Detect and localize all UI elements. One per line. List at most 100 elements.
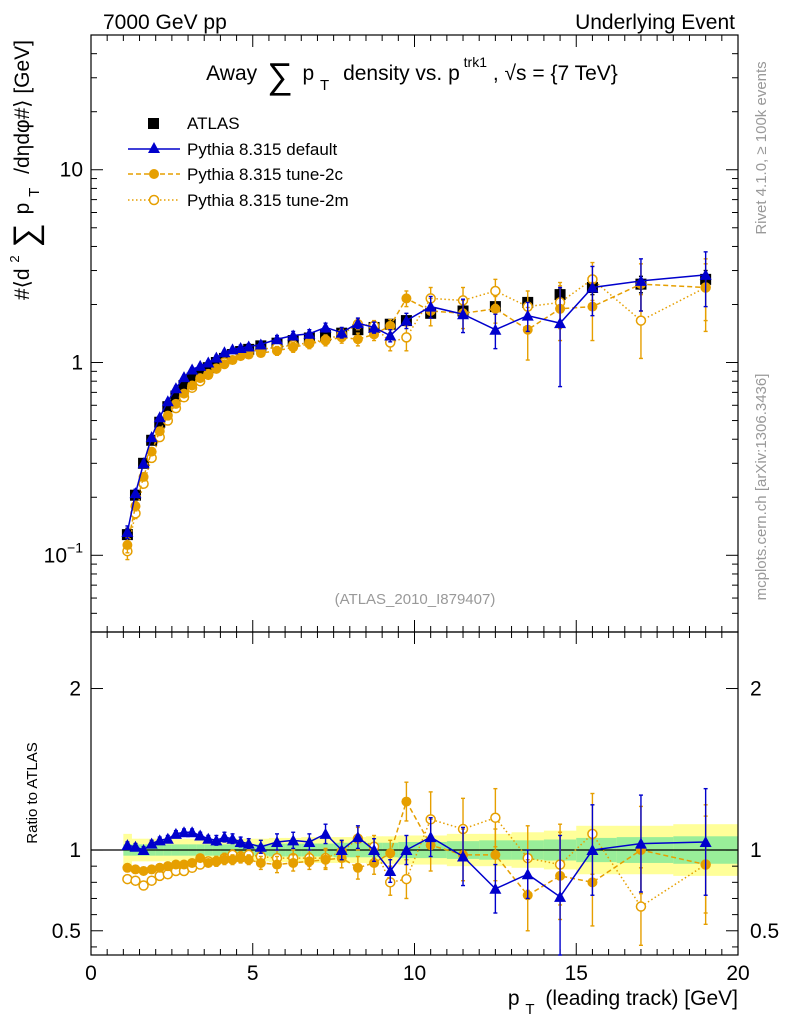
data-point-default bbox=[424, 300, 437, 312]
data-point-default bbox=[287, 834, 300, 846]
data-point-tune2c bbox=[219, 359, 230, 370]
data-point-tune2c bbox=[211, 363, 222, 374]
main-panel: Away ∑ p T density vs. p trk1 , √s = {7 … bbox=[7, 34, 739, 633]
data-point-tune2m bbox=[635, 901, 647, 912]
x-tick-labels: 0 5 10 15 20 bbox=[85, 962, 750, 985]
ratio-y-tick-label-right: 0.5 bbox=[750, 920, 779, 943]
data-point-default bbox=[178, 371, 191, 383]
data-point-tune2c bbox=[385, 848, 396, 859]
main-y-tick-label: 10 bbox=[60, 159, 83, 182]
data-point-default bbox=[137, 844, 150, 856]
data-point-default bbox=[368, 321, 381, 333]
data-point-default bbox=[303, 327, 316, 339]
legend-label-tune2m: Pythia 8.315 tune-2m bbox=[187, 191, 349, 210]
legend-entry-default: Pythia 8.315 default bbox=[128, 140, 338, 159]
data-point-default bbox=[457, 308, 470, 320]
data-point-tune2c bbox=[162, 410, 173, 421]
data-point-default bbox=[254, 840, 267, 852]
data-point-tune2c bbox=[154, 862, 165, 873]
x-tick-label: 10 bbox=[403, 962, 426, 985]
data-point-default bbox=[335, 326, 348, 338]
data-point-default bbox=[384, 865, 397, 877]
series-line-triangle bbox=[126, 274, 706, 533]
data-point-tune2c bbox=[272, 345, 283, 356]
data-point-default bbox=[129, 487, 142, 499]
data-point-default bbox=[699, 835, 712, 847]
main-y-tick-label: 1 bbox=[71, 352, 83, 375]
data-point-default bbox=[254, 338, 267, 350]
data-point-tune2c bbox=[369, 857, 380, 868]
data-point-tune2c bbox=[304, 338, 315, 349]
data-point-default bbox=[218, 831, 231, 843]
data-point-tune2c bbox=[235, 351, 246, 362]
main-axis-ticks bbox=[90, 34, 739, 633]
x-axis-label: p T (leading track) [GeV] bbox=[508, 987, 738, 1019]
data-point-tune2c bbox=[122, 862, 133, 873]
data-point-default bbox=[121, 526, 134, 538]
legend-label-atlas: ATLAS bbox=[187, 114, 240, 133]
data-point-tune2c bbox=[122, 540, 133, 551]
data-point-default bbox=[319, 827, 332, 839]
data-point-atlas bbox=[202, 362, 214, 374]
data-point-default bbox=[226, 832, 239, 844]
data-point-default bbox=[202, 356, 215, 368]
data-point-tune2c bbox=[352, 334, 363, 345]
data-point-default bbox=[319, 321, 332, 333]
data-point-default bbox=[400, 314, 413, 326]
data-point-default bbox=[554, 317, 567, 329]
series-line-circle-filled bbox=[126, 283, 706, 546]
series-circle-open bbox=[122, 261, 711, 561]
ratio-y-tick-label: 1 bbox=[69, 839, 81, 862]
data-point-tune2c bbox=[227, 355, 238, 366]
data-point-default bbox=[384, 329, 397, 341]
data-point-tune2m bbox=[138, 880, 149, 891]
plot-title: Away ∑ p T density vs. p trk1 , √s = {7 … bbox=[206, 49, 618, 96]
data-point-tune2c bbox=[255, 857, 266, 868]
legend-marker-tune2c bbox=[149, 169, 159, 179]
data-point-tune2c bbox=[187, 857, 198, 868]
data-point-tune2c bbox=[304, 856, 315, 867]
data-point-default bbox=[210, 834, 223, 846]
data-point-default bbox=[521, 868, 534, 880]
data-point-tune2c bbox=[235, 853, 246, 864]
legend-entry-atlas: ATLAS bbox=[148, 114, 240, 133]
data-point-tune2c bbox=[243, 349, 254, 360]
data-point-default bbox=[121, 839, 134, 851]
data-point-default bbox=[351, 831, 364, 843]
data-point-default bbox=[271, 333, 284, 345]
data-point-tune2c bbox=[203, 370, 214, 381]
series-triangle bbox=[121, 787, 712, 956]
x-tick-label: 5 bbox=[247, 962, 259, 985]
data-point-atlas bbox=[170, 390, 182, 402]
data-point-default bbox=[145, 837, 158, 849]
data-point-default bbox=[153, 411, 166, 423]
data-point-tune2c bbox=[211, 856, 222, 867]
ratio-data-series bbox=[121, 781, 712, 956]
data-point-tune2c bbox=[401, 293, 412, 304]
data-point-tune2c bbox=[243, 854, 254, 865]
legend: ATLAS Pythia 8.315 default Pythia 8.315 … bbox=[128, 114, 349, 210]
data-point-tune2c bbox=[138, 866, 149, 877]
data-point-default bbox=[351, 317, 364, 329]
data-point-default bbox=[335, 844, 348, 856]
data-point-default bbox=[489, 882, 502, 894]
data-point-tune2m bbox=[490, 285, 501, 297]
header-left-label: 7000 GeV pp bbox=[103, 11, 227, 34]
data-point-tune2c bbox=[288, 342, 299, 353]
data-point-default bbox=[194, 829, 207, 841]
data-point-tune2c bbox=[352, 862, 363, 873]
legend-marker-atlas bbox=[148, 118, 159, 129]
data-point-tune2c bbox=[272, 859, 283, 870]
data-point-default bbox=[586, 844, 599, 856]
data-point-tune2c bbox=[401, 796, 412, 807]
data-point-default bbox=[424, 831, 437, 843]
legend-label-default: Pythia 8.315 default bbox=[187, 140, 338, 159]
data-point-default bbox=[178, 826, 191, 838]
main-y-tick-label: 10−1 bbox=[44, 539, 84, 567]
data-point-default bbox=[271, 835, 284, 847]
data-point-tune2m bbox=[130, 875, 141, 886]
ratio-y-tick-label: 2 bbox=[69, 678, 81, 701]
legend-marker-default bbox=[148, 142, 160, 153]
x-tick-label: 15 bbox=[565, 962, 588, 985]
data-point-default bbox=[586, 281, 599, 293]
